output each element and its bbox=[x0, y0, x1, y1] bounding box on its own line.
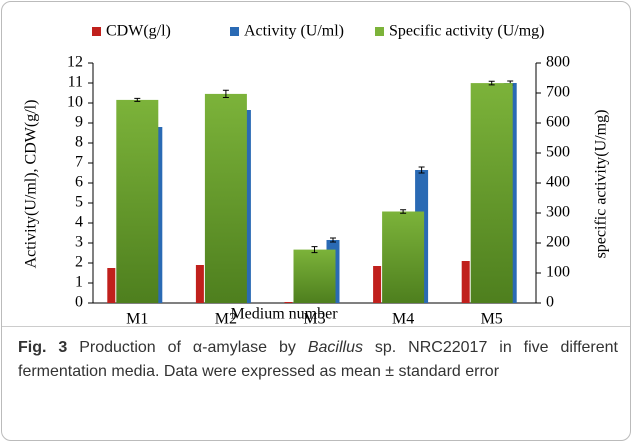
caption-label: Fig. 3 bbox=[18, 339, 68, 356]
y2-tick-label: 400 bbox=[546, 174, 570, 191]
y2-tick-label: 100 bbox=[546, 264, 570, 281]
error-bar bbox=[330, 237, 336, 243]
caption-italic: Bacillus bbox=[307, 339, 363, 356]
y2-tick-label: 700 bbox=[546, 84, 570, 101]
bar bbox=[204, 93, 247, 304]
bar bbox=[284, 302, 293, 303]
y-tick-label: 3 bbox=[75, 234, 83, 251]
legend-label: Specific activity (U/mg) bbox=[389, 23, 545, 40]
x-tick-label: M1 bbox=[126, 311, 148, 327]
legend-label: Activity (U/ml) bbox=[244, 23, 344, 40]
bar bbox=[461, 261, 470, 303]
bar bbox=[195, 265, 204, 303]
y-tick-label: 6 bbox=[75, 174, 83, 191]
x-tick-label: M5 bbox=[481, 311, 503, 327]
error-bar bbox=[134, 97, 141, 102]
separator bbox=[2, 326, 630, 327]
error-bar bbox=[222, 89, 229, 98]
x-tick-label: M3 bbox=[303, 311, 325, 327]
x-tick-label: M4 bbox=[392, 311, 414, 327]
error-bar bbox=[418, 166, 425, 174]
caption: Fig. 3 Production of α-amylase by Bacill… bbox=[18, 336, 618, 384]
y-tick-label: 12 bbox=[67, 54, 83, 71]
y-tick-label: 2 bbox=[75, 254, 83, 271]
y2-tick-label: 500 bbox=[546, 144, 570, 161]
legend-swatch bbox=[375, 27, 384, 36]
y-tick-label: 4 bbox=[75, 214, 83, 231]
legend-label: CDW(g/l) bbox=[106, 23, 171, 40]
y2-tick-label: 0 bbox=[546, 294, 554, 311]
y-tick-label: 9 bbox=[75, 114, 83, 131]
y-tick-label: 5 bbox=[75, 194, 83, 211]
y-tick-label: 0 bbox=[75, 294, 83, 311]
error-bar bbox=[400, 209, 407, 214]
x-tick-label: M2 bbox=[215, 311, 237, 327]
x-axis-title: Medium number bbox=[230, 306, 338, 323]
bar bbox=[373, 266, 382, 303]
bar bbox=[382, 211, 425, 303]
y-tick-label: 8 bbox=[75, 134, 83, 151]
bar bbox=[107, 268, 116, 303]
legend-swatch bbox=[92, 27, 101, 36]
y-tick-label: 1 bbox=[75, 274, 83, 291]
chart: Medium number Activity(U/ml), CDW(g/l) s… bbox=[23, 23, 610, 327]
y2-tick-label: 300 bbox=[546, 204, 570, 221]
caption-text: Production of α-amylase by bbox=[79, 339, 296, 356]
caption-text: sp. NRC22017 in five different fermentat… bbox=[18, 339, 618, 380]
bar bbox=[116, 99, 159, 304]
bar bbox=[293, 249, 336, 303]
y-axis-title: Activity(U/ml), CDW(g/l) bbox=[23, 100, 40, 269]
bar bbox=[470, 83, 513, 303]
legend-swatch bbox=[230, 27, 239, 36]
y2-tick-label: 600 bbox=[546, 114, 570, 131]
y-tick-label: 7 bbox=[75, 154, 83, 171]
y-tick-label: 11 bbox=[68, 74, 83, 91]
y2-tick-label: 200 bbox=[546, 234, 570, 251]
error-bar bbox=[488, 80, 495, 86]
y-tick-label: 10 bbox=[67, 94, 83, 111]
error-bar bbox=[311, 246, 318, 254]
y2-tick-label: 800 bbox=[546, 54, 570, 71]
y2-axis-title: specific activity(U/mg) bbox=[593, 110, 610, 259]
